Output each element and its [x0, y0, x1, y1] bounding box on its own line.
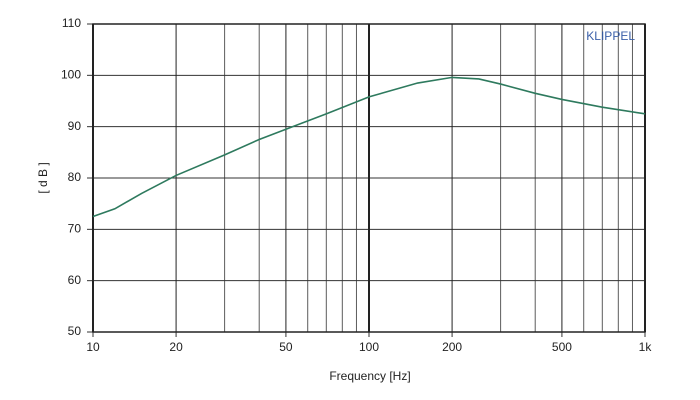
annotation: KLIPPEL: [586, 29, 635, 43]
x-tick-label: 200: [442, 340, 462, 354]
y-tick-label: 90: [68, 119, 82, 133]
x-tick-label: 10: [86, 340, 100, 354]
x-tick-label: 50: [279, 340, 293, 354]
y-tick-label: 50: [68, 324, 82, 338]
y-axis-label: [ d B ]: [36, 162, 50, 193]
y-tick-label: 110: [62, 16, 81, 30]
y-tick-label: 100: [61, 68, 81, 82]
x-tick-label: 1k: [639, 340, 653, 354]
line: [92, 76, 646, 218]
y-tick-label: 60: [68, 273, 82, 287]
plot-frame: [92, 23, 646, 333]
y-tick-label: 70: [68, 222, 82, 236]
y-tick-label: 80: [68, 170, 82, 184]
x-axis-label: Frequency [Hz]: [329, 369, 410, 383]
x-tick-label: 20: [169, 340, 183, 354]
x-tick-label: 500: [552, 340, 572, 354]
x-tick-label: 100: [359, 340, 379, 354]
